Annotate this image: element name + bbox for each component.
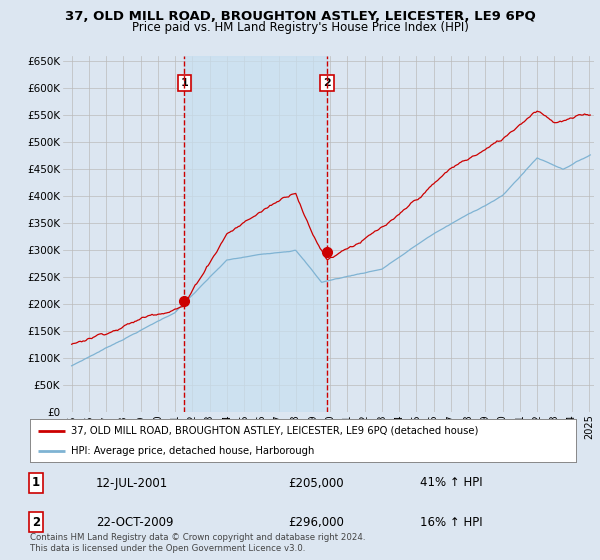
Text: 37, OLD MILL ROAD, BROUGHTON ASTLEY, LEICESTER, LE9 6PQ: 37, OLD MILL ROAD, BROUGHTON ASTLEY, LEI… xyxy=(65,10,535,23)
Text: 2: 2 xyxy=(32,516,40,529)
Bar xyxy=(184,56,327,412)
Text: 22-OCT-2009: 22-OCT-2009 xyxy=(96,516,173,529)
Text: 16% ↑ HPI: 16% ↑ HPI xyxy=(420,516,482,529)
Text: Contains HM Land Registry data © Crown copyright and database right 2024.
This d: Contains HM Land Registry data © Crown c… xyxy=(30,533,365,553)
Text: Price paid vs. HM Land Registry's House Price Index (HPI): Price paid vs. HM Land Registry's House … xyxy=(131,21,469,34)
Text: 2: 2 xyxy=(323,78,331,88)
Text: £296,000: £296,000 xyxy=(288,516,344,529)
Text: 41% ↑ HPI: 41% ↑ HPI xyxy=(420,477,482,489)
Text: £205,000: £205,000 xyxy=(288,477,344,489)
Text: 12-JUL-2001: 12-JUL-2001 xyxy=(96,477,168,489)
Text: HPI: Average price, detached house, Harborough: HPI: Average price, detached house, Harb… xyxy=(71,446,314,456)
Text: 37, OLD MILL ROAD, BROUGHTON ASTLEY, LEICESTER, LE9 6PQ (detached house): 37, OLD MILL ROAD, BROUGHTON ASTLEY, LEI… xyxy=(71,426,478,436)
Text: 1: 1 xyxy=(32,477,40,489)
Text: 1: 1 xyxy=(181,78,188,88)
